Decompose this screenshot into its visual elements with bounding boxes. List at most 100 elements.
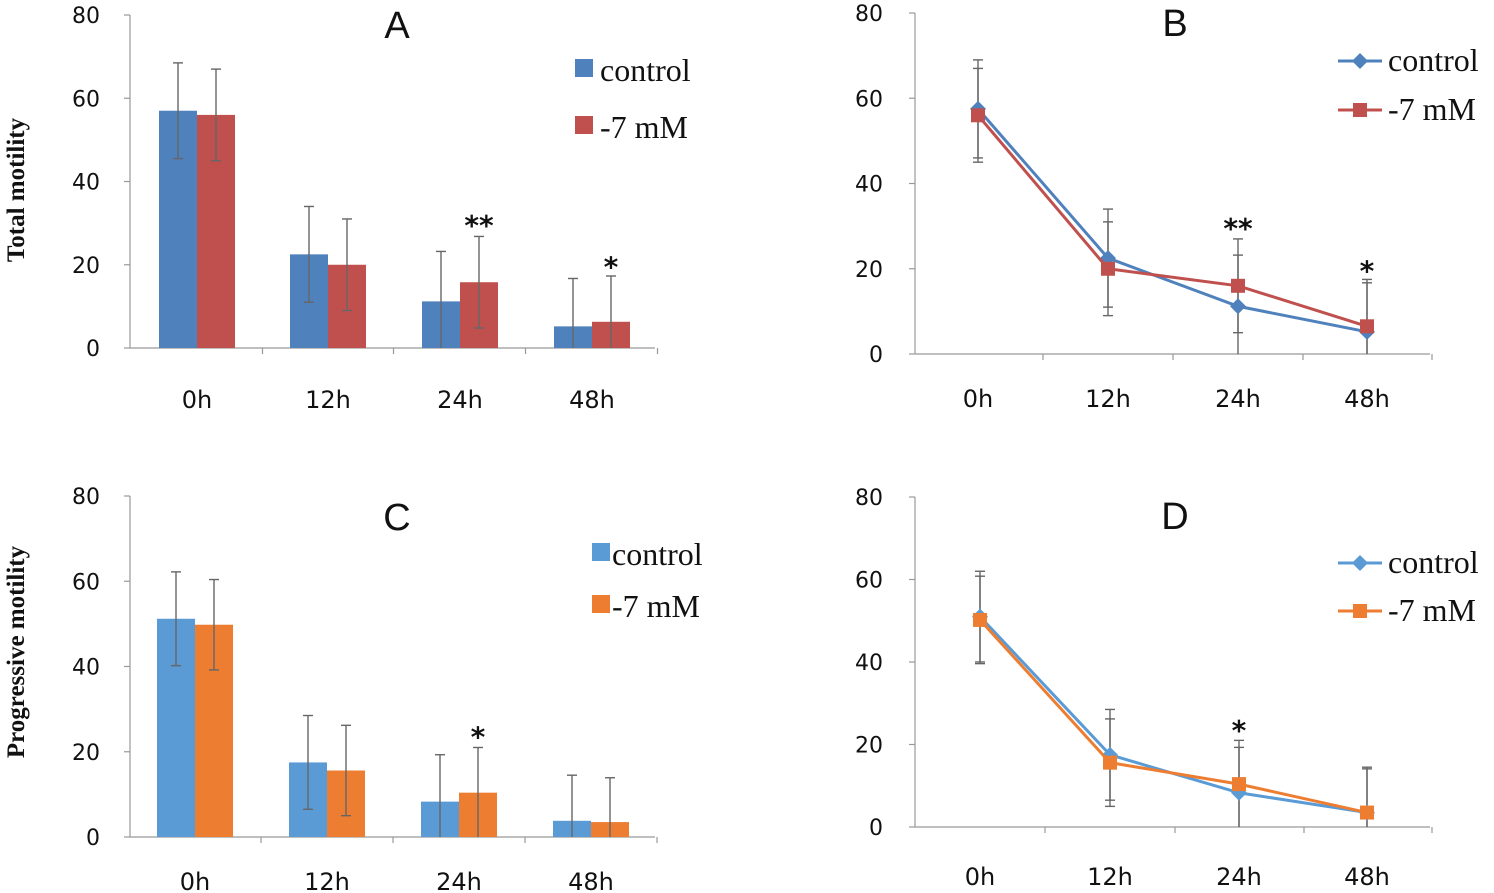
y-tick-label: 40 <box>72 171 100 196</box>
x-tick-label: 24h <box>1216 863 1262 891</box>
error-bar <box>474 235 484 329</box>
y-tick-label: 40 <box>855 173 883 198</box>
panel-d: 0 20 40 60 80 0h 12h 24h 48h D * control -7 mM <box>855 486 1479 891</box>
x-tick-label: 0h <box>965 863 995 891</box>
legend-swatch <box>575 59 593 77</box>
error-bar <box>342 218 352 312</box>
panel-letter: D <box>1161 496 1188 538</box>
error-bar <box>173 62 183 160</box>
error-bar <box>436 250 446 348</box>
legend-label: control <box>600 52 691 88</box>
y-tick-label: 80 <box>72 4 100 29</box>
legend-item: control <box>575 52 691 88</box>
x-tick-label: 0h <box>182 386 212 414</box>
data-point <box>1360 319 1374 334</box>
y-tick-label: 40 <box>72 656 100 681</box>
legend-marker <box>1352 555 1368 571</box>
error-bar <box>303 714 313 810</box>
panel-letter: C <box>383 497 410 539</box>
data-point <box>973 612 987 627</box>
error-bar <box>435 754 445 837</box>
error-bar <box>171 571 181 667</box>
y-tick-label: 0 <box>869 816 883 841</box>
significance-mark: * <box>604 251 619 284</box>
legend-item: control <box>592 536 703 572</box>
data-point <box>1230 298 1246 315</box>
legend-marker <box>1353 103 1367 117</box>
y-tick-label: 0 <box>86 337 100 362</box>
legend-item: -7 mM <box>1338 91 1476 127</box>
legend-swatch <box>592 543 610 561</box>
legend-label: -7 mM <box>1388 91 1476 127</box>
x-tick-label: 48h <box>569 386 615 414</box>
y-axis-label: Total motility <box>3 117 30 262</box>
series-line <box>976 114 1368 328</box>
legend-label: control <box>1388 42 1479 78</box>
data-point <box>1101 261 1115 276</box>
error-bar <box>473 746 483 837</box>
error-bar <box>1362 278 1372 354</box>
legend-swatch <box>592 595 610 613</box>
y-tick-label: 80 <box>855 2 883 27</box>
y-tick-label: 60 <box>855 569 883 594</box>
legend-item: control <box>1338 42 1479 78</box>
error-bar <box>568 277 578 348</box>
legend-marker <box>1352 53 1368 69</box>
x-tick-label: 0h <box>963 385 993 413</box>
series-line <box>978 615 1368 815</box>
series-line <box>978 618 1368 815</box>
significance-mark: ** <box>1223 212 1253 245</box>
x-tick-label: 24h <box>437 386 483 414</box>
panel-c: 0 20 40 60 80 0h 12h 24h 48h C Progressive motilit… <box>3 485 703 893</box>
y-tick-label: 20 <box>855 734 883 759</box>
data-point <box>1360 805 1374 820</box>
legend-item: -7 mM <box>1338 592 1476 628</box>
significance-mark: * <box>1360 254 1375 287</box>
error-bar <box>304 205 314 303</box>
y-tick-label: 20 <box>855 258 883 283</box>
y-tick-label: 60 <box>72 87 100 112</box>
legend-label: -7 mM <box>1388 592 1476 628</box>
panel-letter: B <box>1162 3 1187 45</box>
legend-swatch <box>575 116 593 134</box>
y-axis-label: Progressive motility <box>3 545 30 758</box>
x-tick-label: 0h <box>180 868 210 893</box>
error-bar <box>605 777 615 837</box>
x-tick-label: 24h <box>436 868 482 893</box>
y-tick-label: 20 <box>72 741 100 766</box>
series-line <box>976 107 1368 334</box>
legend-marker <box>1353 604 1367 618</box>
legend-label: control <box>612 536 703 572</box>
y-tick-label: 20 <box>72 254 100 279</box>
y-tick-label: 0 <box>86 826 100 851</box>
y-tick-label: 80 <box>855 486 883 511</box>
x-tick-label: 48h <box>568 868 614 893</box>
x-tick-label: 48h <box>1344 863 1390 891</box>
y-tick-label: 60 <box>855 87 883 112</box>
data-point <box>1232 777 1246 792</box>
y-tick-label: 0 <box>869 343 883 368</box>
legend-label: -7 mM <box>612 588 700 624</box>
y-tick-label: 40 <box>855 651 883 676</box>
data-point <box>1231 278 1245 293</box>
error-bar <box>567 774 577 837</box>
legend-item: control <box>1338 544 1479 580</box>
panel-letter: A <box>384 5 410 47</box>
x-tick-label: 12h <box>305 386 351 414</box>
error-bar <box>211 68 221 162</box>
error-bar <box>209 578 219 671</box>
x-tick-label: 12h <box>304 868 350 893</box>
data-point <box>1103 755 1117 770</box>
y-tick-label: 60 <box>72 570 100 595</box>
significance-mark: * <box>1232 714 1247 747</box>
data-point <box>971 108 985 123</box>
legend-item: -7 mM <box>592 588 700 624</box>
legend-label: -7 mM <box>600 109 688 145</box>
x-tick-label: 48h <box>1344 385 1390 413</box>
y-tick-label: 80 <box>72 485 100 510</box>
legend-label: control <box>1388 544 1479 580</box>
